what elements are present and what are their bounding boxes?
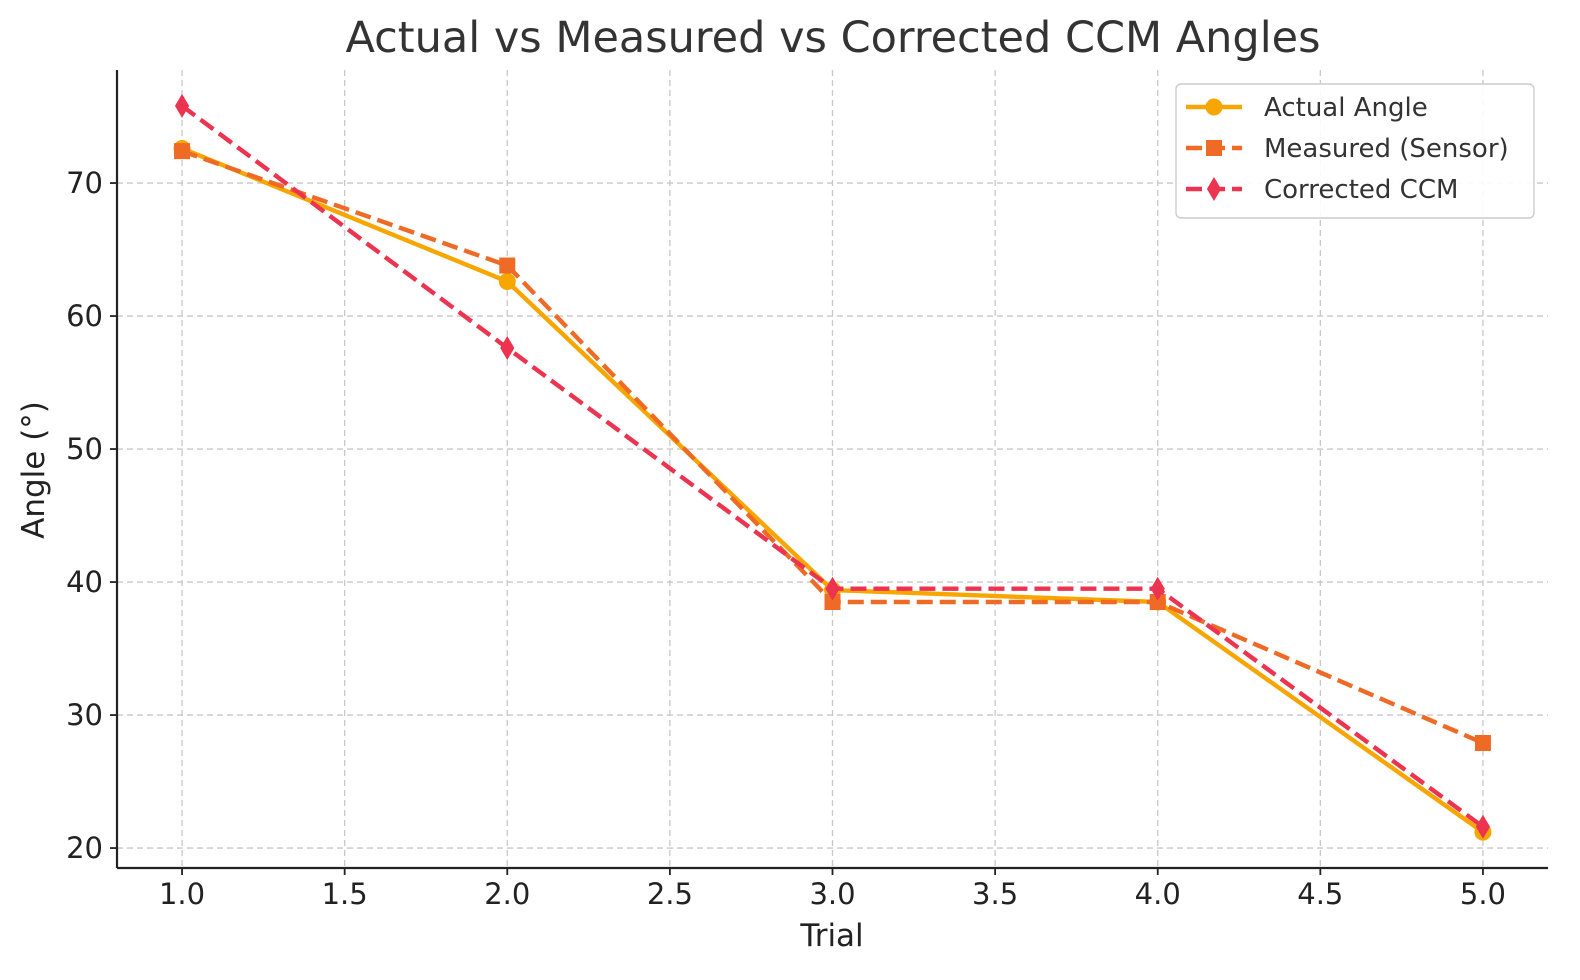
- x-tick-label: 1.0: [159, 877, 205, 911]
- y-tick-label: 50: [66, 432, 103, 466]
- legend-box: [1175, 83, 1535, 219]
- y-tick-label: 70: [66, 166, 103, 200]
- chart-title: Actual vs Measured vs Corrected CCM Angl…: [345, 13, 1320, 63]
- data-point-measured-sensor: [1474, 734, 1491, 751]
- legend-label: Actual Angle: [1264, 93, 1428, 123]
- legend-marker-actual-angle: [1205, 98, 1223, 116]
- x-axis-label: Trial: [799, 918, 863, 954]
- data-point-corrected-ccm: [500, 335, 515, 360]
- x-tick-label: 2.0: [484, 877, 530, 911]
- data-point-actual-angle: [498, 272, 516, 290]
- data-point-corrected-ccm: [1150, 576, 1165, 601]
- x-tick-label: 3.5: [972, 877, 1018, 911]
- x-tick-label: 1.5: [322, 877, 368, 911]
- series-corrected-ccm: [174, 93, 1491, 839]
- data-point-measured-sensor: [174, 143, 191, 160]
- x-tick-label: 4.5: [1297, 877, 1343, 911]
- legend-entry-measured-sensor: Measured (Sensor): [1186, 134, 1509, 164]
- legend-marker-measured-sensor: [1206, 140, 1222, 156]
- x-tick-label: 4.0: [1135, 877, 1181, 911]
- y-tick-label: 20: [66, 831, 103, 865]
- legend-entry-actual-angle: Actual Angle: [1186, 93, 1428, 123]
- legend-marker-corrected-ccm: [1206, 177, 1222, 201]
- data-point-corrected-ccm: [1475, 814, 1491, 839]
- data-point-corrected-ccm: [825, 576, 840, 601]
- y-tick-label: 30: [66, 698, 103, 732]
- legend-label: Corrected CCM: [1264, 175, 1458, 205]
- data-point-corrected-ccm: [174, 93, 190, 118]
- data-point-measured-sensor: [499, 257, 516, 274]
- x-tick-label: 2.5: [647, 877, 693, 911]
- x-tick-label: 5.0: [1460, 877, 1506, 911]
- legend-entry-corrected-ccm: Corrected CCM: [1186, 175, 1458, 205]
- series-measured-sensor: [174, 143, 1491, 751]
- y-tick-label: 40: [66, 565, 103, 599]
- legend-label: Measured (Sensor): [1264, 134, 1509, 164]
- x-tick-label: 3.0: [809, 877, 855, 911]
- series-layer: [173, 93, 1492, 841]
- y-tick-label: 60: [66, 299, 103, 333]
- y-axis-label: Angle (°): [16, 401, 52, 539]
- legend: Actual Angle Measured (Sensor) Corrected C…: [1175, 83, 1535, 219]
- axes-layer: 1.0 1.5 2.0 2.5 3.0 3.5 4.0 4.5 5.0 20 30 40 50 60 70: [66, 70, 1548, 911]
